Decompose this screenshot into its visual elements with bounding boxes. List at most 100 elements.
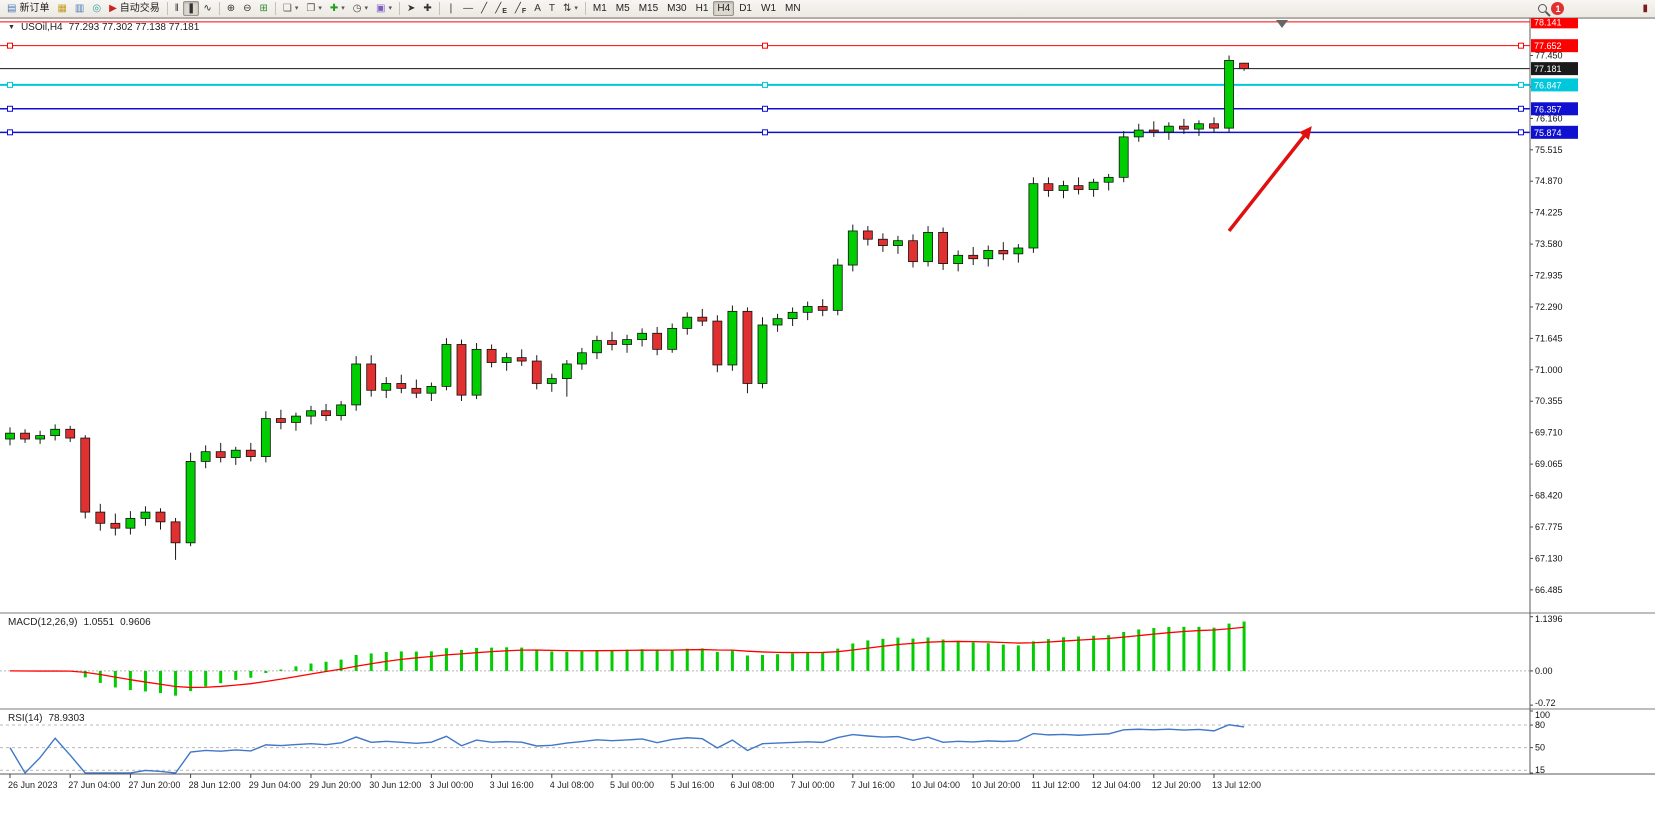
periods-icon[interactable]: ◷ ▾ <box>349 1 372 16</box>
time-tick-label: 10 Jul 04:00 <box>911 780 960 790</box>
vertical-line-icon[interactable]: ❘ <box>443 1 459 16</box>
fibonacci-icon[interactable]: ╱ F <box>511 1 530 16</box>
line-handle[interactable] <box>762 42 768 49</box>
zoom-out-icon-glyph: ⊖ <box>243 2 252 14</box>
candle <box>351 363 362 406</box>
panel-splitter[interactable] <box>0 708 1655 710</box>
candle <box>757 324 768 384</box>
line-handle[interactable] <box>1518 81 1524 88</box>
line-handle[interactable] <box>1518 105 1524 112</box>
notification-badge[interactable]: 1 <box>1551 2 1565 15</box>
auto-trading-button-label: 自动交易 <box>119 2 160 14</box>
candle <box>140 511 151 519</box>
timeframe-M30[interactable]: M30 <box>667 2 687 14</box>
arrows-icon[interactable]: ⇅ ▾ <box>559 1 582 16</box>
timeframe-H1[interactable]: H1 <box>695 2 709 14</box>
price-tick-label: 71.000 <box>1535 365 1563 375</box>
line-handle[interactable] <box>762 81 768 88</box>
candle <box>336 404 347 417</box>
line-handle[interactable] <box>7 129 13 136</box>
market-watch-icon[interactable]: ▦ <box>53 1 70 16</box>
candle <box>1073 185 1084 190</box>
timeframe-D1[interactable]: D1 <box>739 2 752 14</box>
horizontal-line-icon[interactable]: ― <box>459 1 477 16</box>
line-handle[interactable] <box>1518 129 1524 136</box>
candlestick-chart-icon[interactable]: ❚ <box>182 1 200 16</box>
cursor-icon-glyph: ➤ <box>406 2 416 14</box>
macd-scale-label: 1.1396 <box>1535 614 1563 624</box>
panel-splitter[interactable] <box>0 612 1655 614</box>
line-handle[interactable] <box>7 81 13 88</box>
timeframe-MN[interactable]: MN <box>785 2 801 14</box>
candle <box>1028 183 1039 249</box>
svg-text:75.874: 75.874 <box>1534 128 1562 138</box>
candle <box>712 320 723 366</box>
price-badge: 77.181 <box>1531 62 1578 76</box>
cursor-icon[interactable]: ➤ <box>403 1 419 16</box>
candle <box>682 316 693 329</box>
candle <box>1043 183 1054 191</box>
search-icon[interactable] <box>1534 1 1551 16</box>
auto-trading-button[interactable]: ▶ 自动交易 <box>105 1 164 16</box>
line-handle[interactable] <box>7 105 13 112</box>
new-chart-icon[interactable]: ⊞ <box>256 1 272 16</box>
timeframe-M15[interactable]: M15 <box>638 2 659 14</box>
candle <box>637 332 647 341</box>
time-axis[interactable]: 26 Jun 2023 27 Jun 04:00 27 Jun 20:00 28 Ju… <box>8 774 1261 790</box>
trendline-icon[interactable]: ╱ <box>477 1 491 16</box>
price-axis[interactable]: 77.45076.80576.16075.51574.87074.22573.5… <box>1530 51 1563 595</box>
indicators-icon[interactable]: ✚ ▾ <box>326 1 349 16</box>
candle <box>260 418 271 457</box>
crosshair-icon[interactable]: ✚ <box>419 1 435 16</box>
candle <box>862 230 873 240</box>
timeframe-W1[interactable]: W1 <box>761 2 776 14</box>
trend-arrow[interactable] <box>1227 126 1312 233</box>
candle <box>1148 129 1159 133</box>
line-chart-icon[interactable]: ∿ <box>199 1 215 16</box>
candle <box>847 230 858 266</box>
zoom-out-icon[interactable]: ⊖ <box>239 1 255 16</box>
timeframe-H4[interactable]: H4 <box>713 1 735 16</box>
price-tick-label: 77.450 <box>1535 51 1563 61</box>
candle <box>561 363 572 379</box>
text-label-icon[interactable]: T <box>545 1 559 16</box>
chevron-down-icon: ▾ <box>294 5 299 12</box>
line-handle[interactable] <box>1518 42 1524 49</box>
equidistant-channel-icon[interactable]: ╱ E <box>491 1 511 16</box>
chevron-down-icon: ▾ <box>364 5 369 12</box>
line-handle[interactable] <box>762 129 768 136</box>
timeframe-M1[interactable]: M1 <box>592 2 607 14</box>
navigator-icon[interactable]: ◎ <box>88 1 105 16</box>
candle <box>5 432 15 440</box>
price-tick-label: 76.160 <box>1535 113 1563 123</box>
bar-chart-icon[interactable]: ‖ <box>171 1 183 16</box>
market-watch-icon-glyph: ▦ <box>57 2 67 14</box>
chart-shift-marker[interactable] <box>1276 20 1288 28</box>
zoom-in-icon[interactable]: ⊕ <box>223 1 239 16</box>
toolbar: ▤ 新订单 ▦ ▥ ◎ ▶ 自动交易 ‖ ❚ ∿ ⊕ ⊖ ⊞ ❏ ▾ ❐ ▾ ✚ ▾ ◷ ▾ ▣ ▾ ➤ ✚ ❘ ― ╱ ╱ E ╱ F A T ⇅… <box>0 0 1655 18</box>
toolbar-separator <box>218 2 220 15</box>
line-handle[interactable] <box>7 42 13 49</box>
time-tick-label: 30 Jun 12:00 <box>369 780 421 790</box>
candle <box>1179 125 1189 130</box>
time-tick-label: 4 Jul 08:00 <box>550 780 594 790</box>
svg-text:78.141: 78.141 <box>1534 17 1562 27</box>
candle <box>878 238 888 246</box>
candle <box>577 352 587 365</box>
timeframe-M5[interactable]: M5 <box>615 2 630 14</box>
svg-text:76.847: 76.847 <box>1534 80 1562 90</box>
new-chart-icon-glyph: ⊞ <box>259 2 268 14</box>
text-icon[interactable]: A <box>530 1 545 16</box>
alert-icon[interactable]: ▮ <box>1638 1 1652 16</box>
new-order-button[interactable]: ▤ 新订单 <box>3 1 53 16</box>
candle <box>531 360 542 384</box>
line-handle[interactable] <box>762 105 768 112</box>
windows-icon[interactable]: ❏ ▾ <box>279 1 302 16</box>
macd-value-signal: 0.9606 <box>120 617 151 628</box>
templates-icon[interactable]: ▣ ▾ <box>372 1 396 16</box>
windows-icon-glyph: ❏ <box>282 2 292 14</box>
one-click-trading-icon[interactable]: ▼ <box>8 24 15 31</box>
data-window-icon[interactable]: ▥ <box>71 1 88 16</box>
profiles-icon[interactable]: ❐ ▾ <box>302 1 325 16</box>
